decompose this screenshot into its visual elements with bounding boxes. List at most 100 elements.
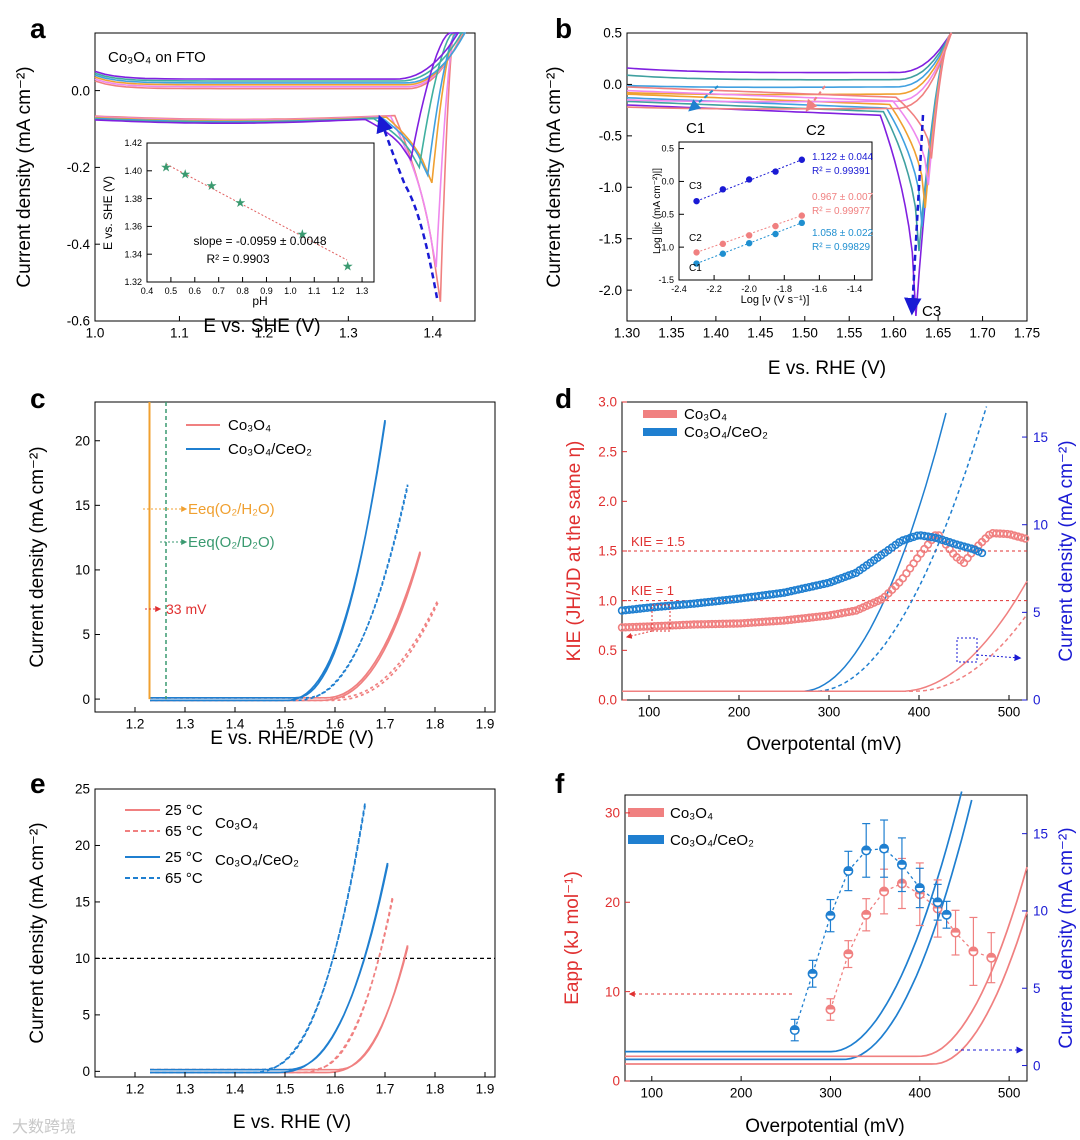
- inset-fit-c3-r2: R² = 0.99391: [812, 166, 871, 177]
- eapp-point-fill-0-3: [879, 887, 889, 892]
- legend-swatch-co3o4-f: [628, 808, 664, 817]
- inset-fit-c2-r2: R² = 0.99977: [812, 206, 871, 217]
- panel-letter-d: d: [555, 383, 572, 414]
- kie-point-1-442: [952, 540, 961, 549]
- panel-letter-f: f: [555, 768, 565, 799]
- c-x-tick-0: 1.2: [126, 717, 145, 732]
- d-yl-tick-1: 0.5: [598, 643, 617, 658]
- curve-ceo2-d2o-c: [150, 484, 409, 702]
- f-yl-tick-2: 20: [605, 895, 620, 910]
- y-ticks-right-d: 0 5 10 15: [1022, 430, 1048, 708]
- trend-arrow-c3: [904, 114, 925, 316]
- inset-y-title-a: E vs. SHE (V): [101, 176, 115, 250]
- f-x-tick-1: 200: [730, 1086, 753, 1101]
- c-y-tick-3: 15: [75, 498, 90, 513]
- inset-point-C3-0: [693, 197, 700, 205]
- kie-point-0-410: [923, 540, 933, 549]
- cv-curve-b-5: [626, 32, 953, 159]
- legend-text-ceo2-25: 25 °C: [165, 849, 203, 866]
- y-axis-left-title-f: Eapp (kJ mol⁻¹): [562, 871, 583, 1005]
- inset-point-C1-3: [772, 230, 779, 238]
- x-axis-title-e: E vs. RHE (V): [233, 1112, 351, 1133]
- a-x-tick-1: 1.1: [170, 326, 189, 341]
- x-axis-title-a: E vs. SHE (V): [203, 316, 320, 337]
- kie-point-1-434: [945, 538, 954, 547]
- inset-points-b: [693, 156, 806, 267]
- eapp-point-fill-1-8: [933, 898, 942, 903]
- legend-text-ceo2-f: Co₃O₄/CeO₂: [670, 832, 754, 849]
- eapp-point-fill-0-0: [826, 1005, 835, 1010]
- d-yr-tick-2: 10: [1033, 517, 1048, 532]
- legend-text-ceo2-c: Co₃O₄/CeO₂: [228, 441, 312, 458]
- inset-r2-text-a: R² = 0.9903: [206, 252, 269, 266]
- inset-point-C1-0: [693, 260, 700, 267]
- e-y-tick-0: 0: [82, 1064, 90, 1079]
- lsv-curve-e-3: [150, 802, 366, 1074]
- current-co3o4-f-forward: [625, 866, 1028, 1058]
- x-axis-title-d: Overpotental (mV): [746, 734, 901, 755]
- inset-fit-c3-slope: 1.122 ± 0.044: [812, 152, 874, 163]
- inset-point-C2-4: [798, 212, 806, 219]
- inset-point-a-3: ★: [234, 195, 246, 210]
- panel-a: a Co₃O₄ on FTO E vs. SHE (V) Current den…: [14, 13, 476, 341]
- label-c2: C2: [806, 122, 825, 139]
- e-x-tick-4: 1.6: [326, 1082, 345, 1097]
- sample-label-a: Co₃O₄ on FTO: [108, 49, 206, 66]
- a-y-tick-1: -0.2: [67, 160, 90, 175]
- d-yl-tick-0: 0.0: [598, 693, 617, 708]
- x-axis-title-f: Overpotential (mV): [745, 1116, 904, 1137]
- inset-point-a-2: ★: [206, 178, 218, 193]
- d-yl-tick-2: 1.0: [598, 593, 617, 608]
- c-y-tick-2: 10: [75, 563, 90, 578]
- arrow-to-left-axis: [625, 630, 653, 639]
- y-axis-title-a: Current density (mA cm⁻²): [14, 66, 35, 287]
- kie-points-d: [617, 529, 1030, 632]
- d-yl-tick-3: 1.5: [598, 544, 617, 559]
- f-yr-tick-2: 10: [1033, 904, 1048, 919]
- trend-arrow-c1: [688, 85, 719, 112]
- kie-point-1-426: [938, 535, 947, 545]
- kie-point-1-294: [819, 579, 828, 589]
- e-y-tick-4: 20: [75, 838, 90, 853]
- eapp-point-fill-0-8: [969, 947, 978, 952]
- c-y-tick-4: 20: [75, 433, 90, 448]
- b-inset-y-tick-2: -0.5: [658, 209, 674, 219]
- b-inset-y-tick-4: -1.5: [658, 275, 674, 285]
- e-y-tick-3: 15: [75, 895, 90, 910]
- f-yr-tick-0: 0: [1033, 1058, 1041, 1073]
- current-curves-d: [622, 406, 1028, 692]
- c-x-tick-2: 1.4: [226, 717, 245, 732]
- b-x-tick-1: 1.35: [658, 326, 684, 341]
- d-yl-tick-5: 2.5: [598, 444, 617, 459]
- legend-swatch-ceo2-d: [643, 428, 677, 436]
- inset-frame-b: [678, 141, 873, 281]
- inset-label-c1: C1: [689, 263, 702, 274]
- inset-y-title-b: Log [|jc (mA cm⁻²)|]: [652, 168, 663, 254]
- e-x-tick-3: 1.5: [276, 1082, 295, 1097]
- c-x-tick-1: 1.3: [176, 717, 195, 732]
- inset-point-C3-4: [798, 156, 806, 163]
- x-ticks-a: 1.0 1.1 1.2 1.3 1.4: [86, 316, 443, 341]
- y-axis-right-title-d: Current density (mA cm⁻²): [1056, 440, 1077, 661]
- inset-point-C2-0: [693, 249, 700, 256]
- kie-point-0-402: [916, 549, 925, 558]
- panel-d: d KIE = 1.5 KIE = 1 Co₃O₄ Co₃O₄/CeO₂ Ove…: [555, 383, 1077, 755]
- kie-label-1-5: KIE = 1.5: [631, 534, 685, 549]
- panel-letter-e: e: [30, 768, 46, 799]
- b-x-tick-3: 1.45: [747, 326, 773, 341]
- current-co3o4-f-reverse: [625, 911, 1028, 1065]
- plot-frame-e: [94, 788, 496, 1078]
- b-inset-x-tick-1: -2.2: [706, 284, 722, 294]
- inset-x-title-a: pH: [252, 294, 267, 308]
- inset-point-C1-1: [719, 250, 727, 257]
- b-x-tick-6: 1.60: [881, 326, 907, 341]
- a-inset-y-tick-5: 1.32: [124, 277, 142, 287]
- y-axis-title-c: Current density (mA cm⁻²): [27, 446, 48, 667]
- f-x-tick-0: 100: [641, 1086, 664, 1101]
- kie-point-1-390: [905, 533, 915, 543]
- plot-frame-b: [626, 32, 1028, 322]
- highlight-box-kie: [651, 604, 671, 632]
- inset-x-ticks-a: 0.4 0.5 0.6 0.7 0.8 0.9 1.0 1.1 1.2 1.3: [141, 277, 368, 296]
- legend-swatch-ceo2-f: [628, 835, 664, 844]
